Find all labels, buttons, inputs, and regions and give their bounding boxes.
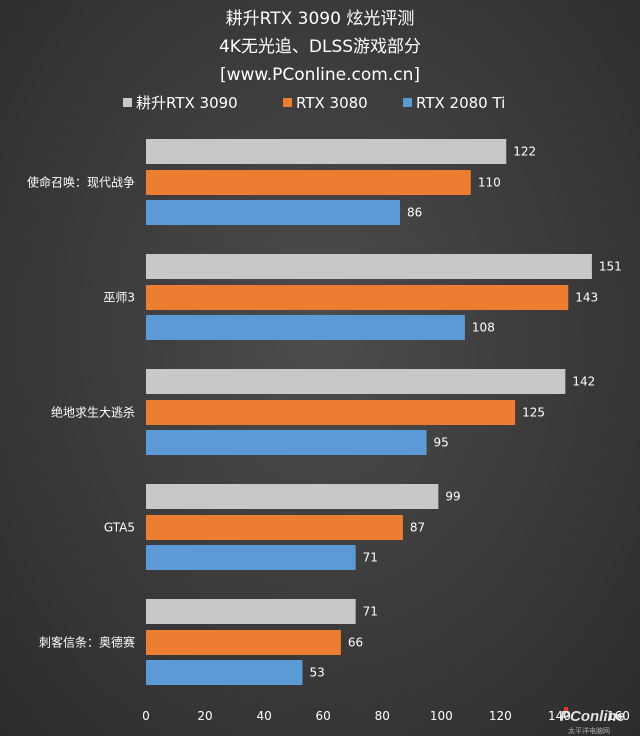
legend-swatch — [283, 98, 292, 107]
chart-title-line-2: 4K无光追、DLSS游戏部分 — [219, 37, 421, 57]
bar — [146, 545, 356, 570]
x-tick-label: 140 — [548, 709, 571, 723]
data-label: 71 — [363, 605, 378, 619]
data-label: 86 — [407, 206, 422, 220]
data-label: 71 — [363, 551, 378, 565]
category-label: 使命召唤：现代战争 — [27, 175, 135, 190]
watermark-tagline: 太平洋电脑网 — [568, 726, 610, 735]
bar — [146, 285, 569, 310]
bar — [146, 630, 341, 655]
bar — [146, 139, 507, 164]
category-label: 巫师3 — [103, 291, 135, 305]
category-label: 绝地求生大逃杀 — [51, 405, 135, 420]
legend: 耕升RTX 3090 RTX 3080 RTX 2080 Ti — [123, 94, 505, 112]
legend-swatch — [403, 98, 412, 107]
data-label: 122 — [513, 145, 536, 159]
data-label: 125 — [522, 406, 545, 420]
x-tick-label: 160 — [607, 709, 630, 723]
bar — [146, 170, 471, 195]
legend-item: RTX 3080 — [283, 94, 368, 112]
data-label: 66 — [348, 636, 363, 650]
plot-area: 使命召唤：现代战争 122 110 86 巫师3 151 143 108 绝地求生大逃杀 142 1… — [27, 139, 622, 685]
data-label: 95 — [434, 436, 449, 450]
x-tick-label: 0 — [142, 709, 150, 723]
data-label: 108 — [472, 321, 495, 335]
legend-swatch — [123, 98, 132, 107]
bar — [146, 660, 303, 685]
x-tick-label: 120 — [489, 709, 512, 723]
bar — [146, 430, 427, 455]
category-label: GTA5 — [104, 521, 135, 535]
x-tick-label: 40 — [256, 709, 271, 723]
legend-item: 耕升RTX 3090 — [123, 94, 238, 112]
bar — [146, 369, 566, 394]
x-tick-label: 20 — [197, 709, 212, 723]
x-tick-label: 60 — [316, 709, 331, 723]
legend-item: RTX 2080 Ti — [403, 94, 505, 112]
bar — [146, 315, 465, 340]
watermark-accent-dot — [564, 707, 568, 711]
data-label: 151 — [599, 260, 622, 274]
legend-label: 耕升RTX 3090 — [136, 94, 238, 112]
data-label: 99 — [445, 490, 460, 504]
legend-label: RTX 3080 — [296, 94, 368, 112]
x-tick-label: 100 — [430, 709, 453, 723]
data-label: 142 — [572, 375, 595, 389]
data-label: 87 — [410, 521, 425, 535]
data-label: 110 — [478, 176, 501, 190]
x-tick-label: 80 — [375, 709, 390, 723]
chart-title-line-1: 耕升RTX 3090 炫光评测 — [226, 9, 415, 29]
chart-title: 耕升RTX 3090 炫光评测 4K无光追、DLSS游戏部分 [www.PConli… — [219, 9, 421, 85]
bar — [146, 599, 356, 624]
legend-label: RTX 2080 Ti — [416, 94, 505, 112]
chart-title-line-3: [www.PConline.com.cn] — [220, 65, 420, 85]
bar — [146, 515, 403, 540]
x-axis: 0 20 40 60 80 100 120 140 160 — [142, 709, 630, 723]
data-label: 143 — [575, 291, 598, 305]
bar — [146, 484, 439, 509]
bar — [146, 254, 592, 279]
watermark-logo-text: PConline — [560, 708, 625, 725]
bar — [146, 400, 516, 425]
category-label: 刺客信条：奥德赛 — [39, 635, 135, 650]
data-label: 53 — [310, 666, 325, 680]
bar — [146, 200, 400, 225]
